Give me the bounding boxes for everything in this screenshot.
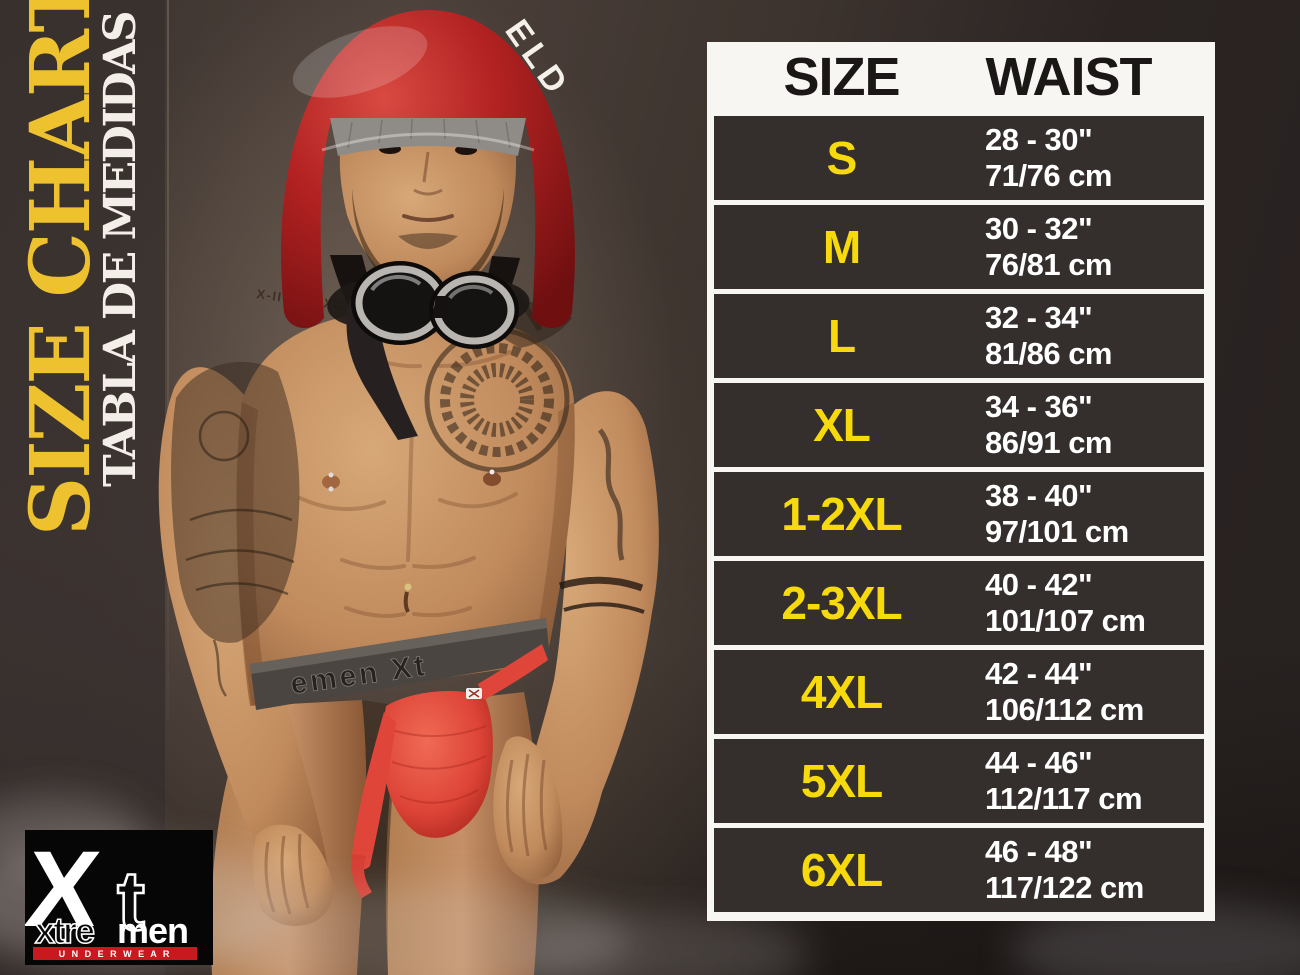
logo-underwear-bar bbox=[33, 947, 197, 960]
size-row-4xl: 4XL 42 - 44" 106/112 cm bbox=[714, 650, 1204, 734]
size-row-2-3xl: 2-3XL 40 - 42" 101/107 cm bbox=[714, 561, 1204, 645]
waist-inches: 44 - 46" bbox=[985, 744, 1093, 780]
waist-value: 28 - 30" 71/76 cm bbox=[969, 122, 1204, 195]
size-row-xl: XL 34 - 36" 86/91 cm bbox=[714, 383, 1204, 467]
waist-cm: 76/81 cm bbox=[985, 247, 1113, 282]
size-label: 2-3XL bbox=[781, 577, 902, 629]
waist-value: 38 - 40" 97/101 cm bbox=[969, 478, 1204, 551]
waist-cm: 71/76 cm bbox=[985, 158, 1113, 193]
waist-cm: 81/86 cm bbox=[985, 336, 1113, 371]
logo-wordmark-solid: men bbox=[117, 910, 188, 951]
waist-inches: 28 - 30" bbox=[985, 121, 1093, 157]
size-row-5xl: 5XL 44 - 46" 112/117 cm bbox=[714, 739, 1204, 823]
waist-cm: 106/112 cm bbox=[985, 692, 1144, 727]
banner-subtitle: TABLA DE MEDIDAS bbox=[95, 12, 146, 487]
waist-inches: 38 - 40" bbox=[985, 477, 1093, 513]
waist-cm: 97/101 cm bbox=[985, 514, 1129, 549]
waist-value: 34 - 36" 86/91 cm bbox=[969, 389, 1204, 462]
logo-monogram-t: t bbox=[117, 854, 145, 948]
logo-background bbox=[25, 830, 213, 965]
logo-wordmark-outline: xtre bbox=[35, 910, 94, 951]
size-label: 4XL bbox=[800, 666, 883, 718]
wall-corner-line bbox=[167, 0, 169, 720]
table-header: SIZE WAIST bbox=[714, 42, 1204, 111]
waist-value: 40 - 42" 101/107 cm bbox=[969, 567, 1204, 640]
waist-value: 46 - 48" 117/122 cm bbox=[969, 834, 1204, 907]
waist-value: 30 - 32" 76/81 cm bbox=[969, 211, 1204, 284]
waist-inches: 32 - 34" bbox=[985, 299, 1093, 335]
logo-monogram-x: X bbox=[25, 830, 105, 949]
waist-inches: 46 - 48" bbox=[985, 833, 1093, 869]
size-label: 5XL bbox=[800, 755, 883, 807]
waist-inches: 30 - 32" bbox=[985, 210, 1093, 246]
banner-title: SIZE CHART bbox=[13, 0, 109, 536]
waist-value: 32 - 34" 81/86 cm bbox=[969, 300, 1204, 373]
size-row-l: L 32 - 34" 81/86 cm bbox=[714, 294, 1204, 378]
column-header-waist: WAIST bbox=[985, 46, 1153, 107]
waist-cm: 86/91 cm bbox=[985, 425, 1113, 460]
size-label: M bbox=[822, 221, 861, 273]
logo-underwear-label: U N D E R W E A R bbox=[59, 949, 172, 959]
size-row-m: M 30 - 32" 76/81 cm bbox=[714, 205, 1204, 289]
waist-cm: 101/107 cm bbox=[985, 603, 1146, 638]
size-row-6xl: 6XL 46 - 48" 117/122 cm bbox=[714, 828, 1204, 912]
waist-inches: 34 - 36" bbox=[985, 388, 1093, 424]
size-label: 6XL bbox=[800, 844, 883, 896]
waist-cm: 112/117 cm bbox=[985, 781, 1143, 816]
waist-inches: 42 - 44" bbox=[985, 655, 1093, 691]
xtremen-logo: X t xtre men U N D E R W E A R bbox=[25, 830, 213, 965]
waist-inches: 40 - 42" bbox=[985, 566, 1093, 602]
size-label: L bbox=[827, 310, 856, 362]
size-label: 1-2XL bbox=[781, 488, 902, 540]
size-row-1-2xl: 1-2XL 38 - 40" 97/101 cm bbox=[714, 472, 1204, 556]
waist-value: 42 - 44" 106/112 cm bbox=[969, 656, 1204, 729]
column-header-size: SIZE bbox=[783, 46, 900, 107]
size-chart-table: SIZE WAIST S 28 - 30" 71/76 cm M 30 - 32… bbox=[707, 42, 1215, 921]
waist-value: 44 - 46" 112/117 cm bbox=[969, 745, 1204, 818]
waist-cm: 117/122 cm bbox=[985, 870, 1144, 905]
size-label: XL bbox=[813, 399, 871, 451]
size-row-s: S 28 - 30" 71/76 cm bbox=[714, 116, 1204, 200]
size-label: S bbox=[826, 132, 858, 184]
